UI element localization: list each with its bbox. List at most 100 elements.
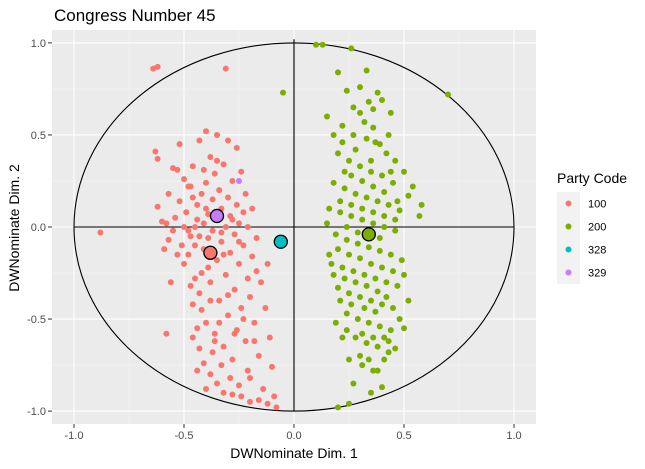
point-party-100 <box>207 154 214 161</box>
point-party-100 <box>240 242 247 249</box>
point-party-100 <box>229 177 236 184</box>
point-party-100 <box>225 312 231 319</box>
point-party-200 <box>324 113 330 120</box>
y-tick-label: -1.0 <box>27 406 46 418</box>
point-party-200 <box>409 183 416 190</box>
y-tick-label: 0.0 <box>31 222 46 234</box>
point-party-200 <box>365 319 372 326</box>
point-party-100 <box>264 400 271 407</box>
point-party-100 <box>189 194 196 201</box>
point-party-200 <box>359 330 366 337</box>
point-party-200 <box>361 305 368 312</box>
point-party-100 <box>203 386 209 393</box>
point-party-100 <box>163 330 170 337</box>
point-party-200 <box>392 216 399 223</box>
centroid-party-200 <box>361 227 376 242</box>
point-party-100 <box>194 325 201 332</box>
y-tick-label: 0.5 <box>31 130 46 142</box>
point-party-100 <box>218 362 225 369</box>
point-party-200 <box>332 231 339 238</box>
legend-title: Party Code <box>557 170 627 186</box>
point-party-200 <box>363 282 370 289</box>
point-party-200 <box>387 327 394 334</box>
point-party-200 <box>339 264 346 271</box>
point-party-100 <box>258 279 264 286</box>
point-party-200 <box>363 194 370 201</box>
point-party-100 <box>163 220 170 227</box>
point-party-200 <box>348 212 355 219</box>
point-party-100 <box>238 393 245 400</box>
point-party-200 <box>401 325 407 332</box>
point-party-200 <box>387 251 394 258</box>
point-party-100 <box>271 393 278 400</box>
point-party-100 <box>255 352 262 359</box>
point-party-100 <box>225 292 231 299</box>
point-party-100 <box>187 282 194 289</box>
point-party-200 <box>376 141 383 148</box>
point-party-200 <box>346 400 352 407</box>
point-party-100 <box>251 338 258 345</box>
point-party-200 <box>361 271 368 278</box>
point-party-100 <box>262 305 269 312</box>
point-party-100 <box>249 253 256 260</box>
point-party-200 <box>341 185 348 192</box>
point-party-200 <box>330 271 337 278</box>
point-party-200 <box>343 224 350 230</box>
point-party-200 <box>337 198 344 205</box>
x-tick-label: 0.0 <box>286 430 301 442</box>
point-party-200 <box>330 179 337 186</box>
point-party-100 <box>220 161 227 168</box>
point-party-200 <box>368 297 374 304</box>
legend: Party Code 100 200 328 329 <box>557 170 627 284</box>
point-party-200 <box>401 168 407 175</box>
point-party-100 <box>266 334 273 341</box>
data-points <box>97 41 451 411</box>
point-party-200 <box>350 131 357 138</box>
point-party-100 <box>187 233 194 240</box>
point-party-100 <box>253 268 260 275</box>
point-party-100 <box>200 166 207 173</box>
point-party-100 <box>203 128 209 135</box>
point-party-100 <box>236 382 242 389</box>
point-party-200 <box>383 279 390 286</box>
point-party-200 <box>365 356 372 363</box>
point-party-200 <box>326 205 333 212</box>
point-party-200 <box>396 207 403 214</box>
point-party-200 <box>337 209 344 216</box>
point-party-200 <box>376 323 383 330</box>
point-party-200 <box>387 168 394 175</box>
point-party-200 <box>392 157 399 164</box>
point-party-100 <box>233 144 240 151</box>
point-party-200 <box>396 316 403 323</box>
point-party-100 <box>264 260 271 267</box>
point-party-200 <box>359 362 366 369</box>
point-party-100 <box>167 279 174 286</box>
point-party-100 <box>209 227 216 234</box>
point-party-100 <box>229 356 236 363</box>
point-party-100 <box>196 233 203 240</box>
point-party-200 <box>392 227 399 234</box>
point-party-200 <box>390 179 396 186</box>
point-party-200 <box>372 308 379 315</box>
point-party-100 <box>218 229 225 236</box>
point-party-200 <box>280 89 286 96</box>
point-party-200 <box>359 177 366 184</box>
point-party-100 <box>152 148 159 155</box>
point-party-100 <box>192 224 198 230</box>
point-party-200 <box>363 135 370 142</box>
point-party-100 <box>244 275 251 282</box>
point-party-200 <box>405 192 412 199</box>
point-party-200 <box>363 67 370 74</box>
point-party-100 <box>196 290 203 297</box>
point-party-100 <box>205 235 212 242</box>
point-party-100 <box>242 190 249 197</box>
point-party-100 <box>189 163 196 170</box>
point-party-200 <box>346 251 352 258</box>
point-party-100 <box>242 338 249 345</box>
point-party-329 <box>236 177 242 184</box>
point-party-200 <box>368 260 374 267</box>
point-party-100 <box>225 137 231 144</box>
point-party-200 <box>341 168 348 175</box>
point-party-200 <box>385 131 392 138</box>
